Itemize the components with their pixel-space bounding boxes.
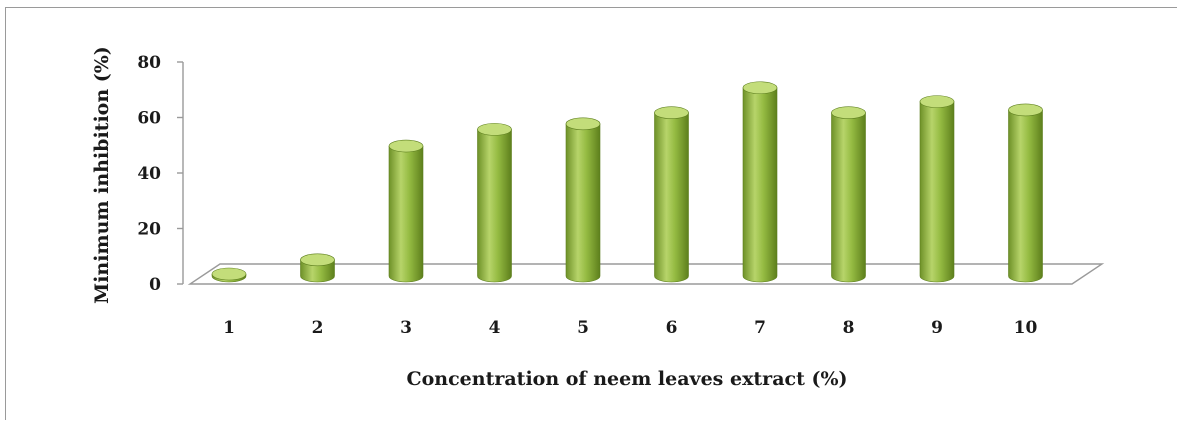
y-tick-label: 40 xyxy=(137,164,161,184)
bar-top xyxy=(211,267,247,281)
bar-body xyxy=(654,112,689,283)
bar-top xyxy=(300,253,335,267)
x-axis-title: Concentration of neem leaves extract (%) xyxy=(406,368,847,390)
y-axis-title: Minimum inhibition (%) xyxy=(91,46,113,304)
bar-top xyxy=(654,106,689,120)
x-tick-label: 4 xyxy=(489,318,501,338)
bar xyxy=(211,267,247,283)
bar-top xyxy=(831,106,866,120)
bar xyxy=(477,123,512,283)
x-tick-label: 2 xyxy=(312,318,324,338)
bar xyxy=(300,253,335,283)
x-tick-label: 10 xyxy=(1014,318,1038,338)
chart-frame xyxy=(5,7,1177,420)
x-tick-label: 3 xyxy=(400,318,412,338)
y-tick-label: 60 xyxy=(137,109,161,129)
x-tick-label: 8 xyxy=(843,318,855,338)
x-tick-label: 5 xyxy=(577,318,589,338)
bar xyxy=(1008,103,1043,283)
y-axis: 0 20 40 60 80 xyxy=(137,53,184,295)
bar-top xyxy=(1008,103,1043,117)
bar xyxy=(742,81,778,283)
bar-body xyxy=(831,112,866,283)
x-tick-label: 1 xyxy=(223,318,235,338)
bar xyxy=(654,106,689,283)
bar-top xyxy=(477,123,512,136)
y-tick-label: 80 xyxy=(137,53,161,73)
bar-body xyxy=(300,259,335,283)
bar-body xyxy=(565,123,601,283)
bar xyxy=(831,106,866,283)
bar xyxy=(919,95,955,283)
bars xyxy=(211,81,1043,283)
y-tick-label: 0 xyxy=(149,275,161,295)
bar-body xyxy=(388,145,424,283)
bar xyxy=(565,117,601,283)
bar-body xyxy=(1008,109,1043,283)
bar-body xyxy=(919,101,955,283)
y-tick-label: 20 xyxy=(137,220,161,240)
x-tick-label: 6 xyxy=(666,318,678,338)
x-tick-label: 7 xyxy=(754,318,766,338)
bar-top xyxy=(388,139,424,153)
bar-top xyxy=(565,117,601,131)
bar-top xyxy=(742,81,778,95)
x-axis: 1 2 3 4 5 6 7 8 9 10 xyxy=(223,318,1037,338)
x-tick-label: 9 xyxy=(931,318,943,338)
bar xyxy=(388,139,424,283)
bar-body xyxy=(742,87,778,283)
bar-body xyxy=(477,129,512,283)
bar-top xyxy=(919,95,955,108)
